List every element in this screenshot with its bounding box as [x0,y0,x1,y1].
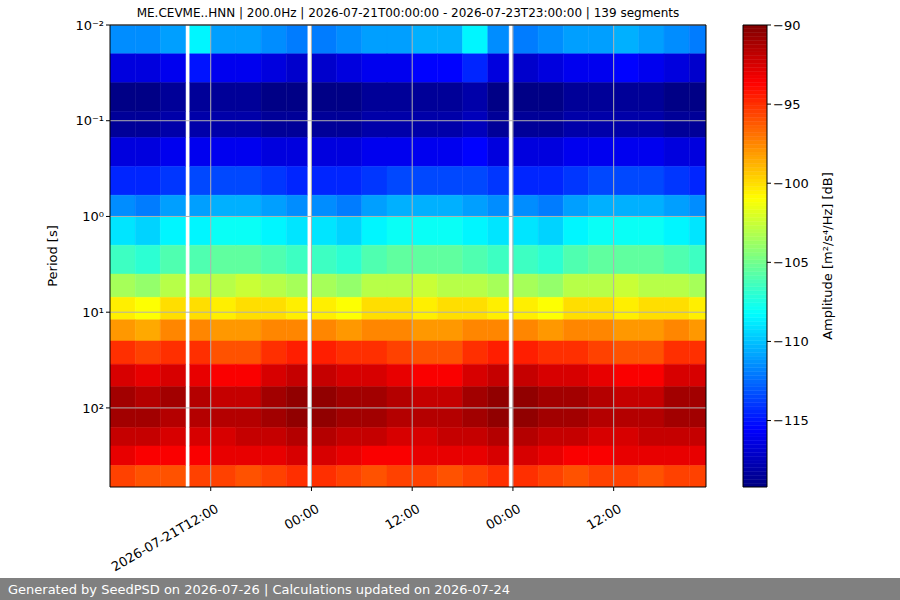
svg-text:12:00: 12:00 [383,501,423,533]
svg-text:Amplitude [m²/s⁴/Hz] [dB]: Amplitude [m²/s⁴/Hz] [dB] [820,172,835,340]
svg-text:10¹: 10¹ [82,305,104,320]
svg-text:ME.CEVME..HNN | 200.0Hz | 2026: ME.CEVME..HNN | 200.0Hz | 2026-07-21T00:… [137,6,680,20]
svg-text:−115: −115 [773,413,809,428]
svg-text:10⁰: 10⁰ [82,209,104,224]
svg-text:−90: −90 [773,18,800,33]
svg-text:10⁻²: 10⁻² [75,18,104,33]
svg-text:−95: −95 [773,97,800,112]
svg-text:00:00: 00:00 [282,501,322,533]
svg-text:2026-07-21T12:00: 2026-07-21T12:00 [109,501,221,574]
svg-text:12:00: 12:00 [584,501,624,533]
svg-text:−100: −100 [773,176,809,191]
svg-text:−105: −105 [773,255,809,270]
svg-text:Generated by SeedPSD on 2026-0: Generated by SeedPSD on 2026-07-26 | Cal… [8,582,510,597]
svg-text:10⁻¹: 10⁻¹ [75,113,104,128]
svg-text:00:00: 00:00 [483,501,523,533]
svg-text:Period [s]: Period [s] [45,225,60,287]
svg-text:−110: −110 [773,334,809,349]
svg-text:10²: 10² [82,401,104,416]
